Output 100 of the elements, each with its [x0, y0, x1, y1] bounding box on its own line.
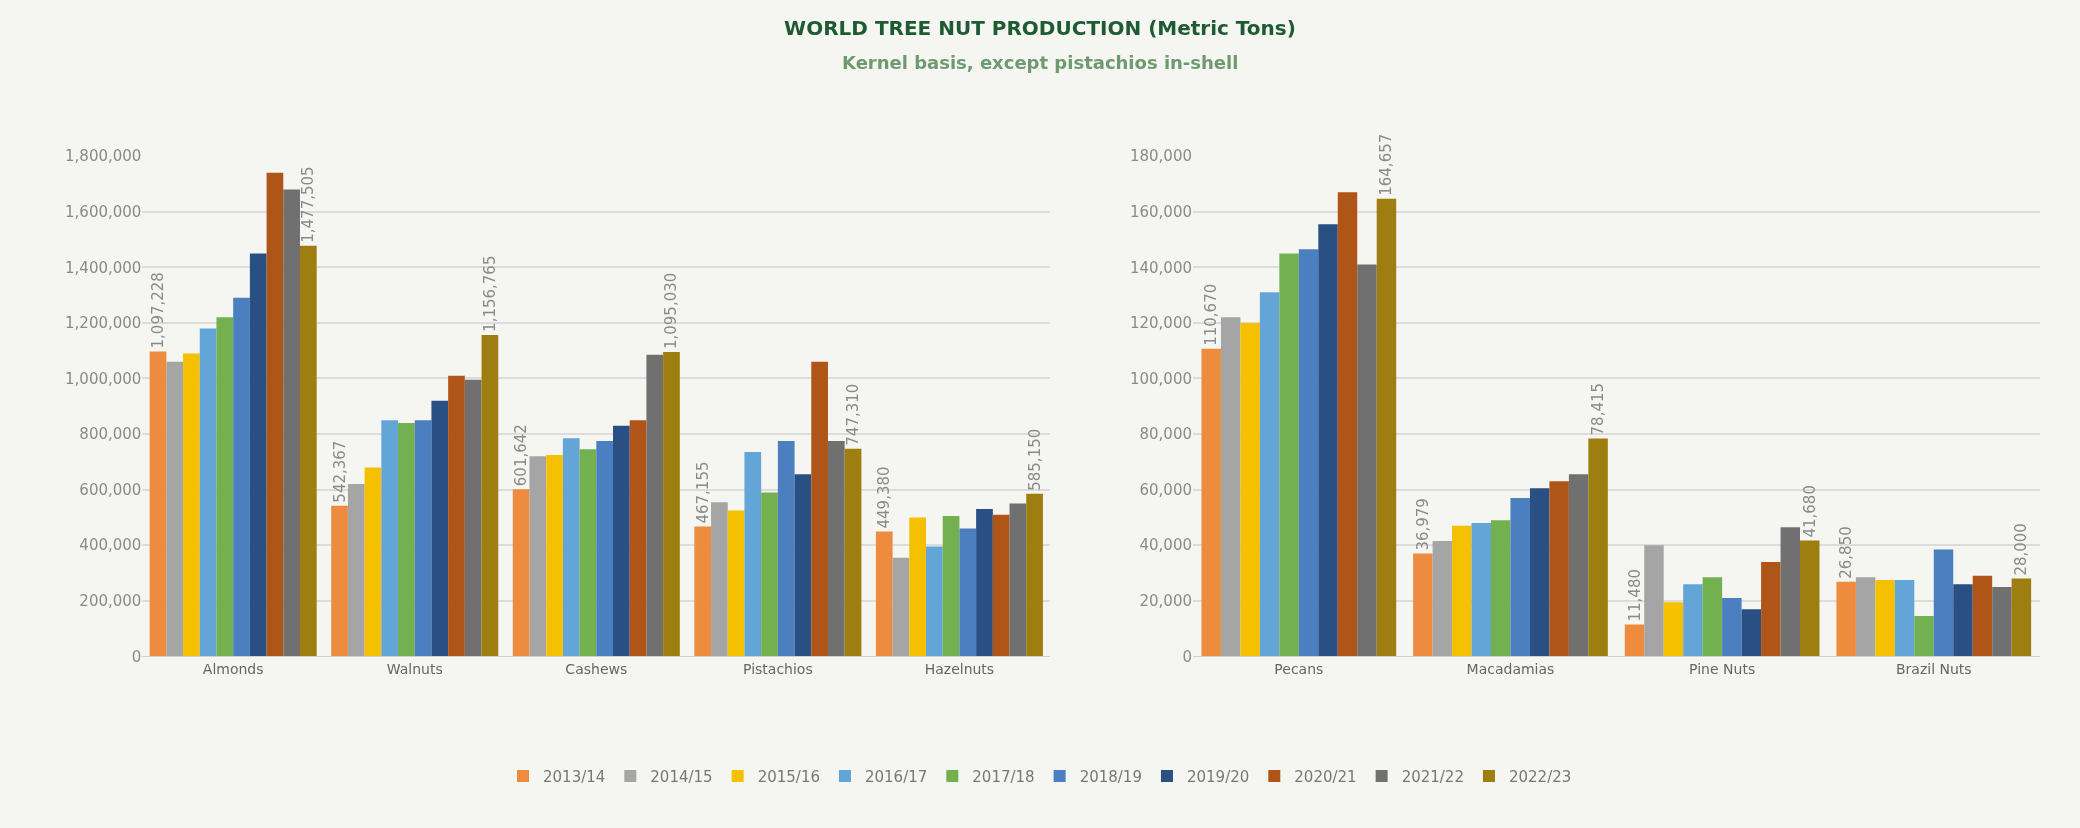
bar: [875, 531, 893, 657]
data-label: 449,380: [875, 466, 894, 529]
bar: [1702, 577, 1723, 657]
data-label: 747,310: [844, 383, 863, 446]
bar: [1357, 264, 1377, 657]
bar: [579, 449, 597, 657]
bar: [249, 253, 267, 657]
legend-label: 2022/23: [1508, 767, 1572, 786]
legend-label: 2020/21: [1294, 767, 1357, 786]
y-tick-label: 1,400,000: [65, 258, 142, 277]
bar: [562, 438, 580, 657]
bar: [398, 422, 415, 657]
bar: [464, 379, 482, 657]
bar: [1836, 581, 1856, 657]
bar: [1337, 192, 1358, 657]
bar: [1220, 317, 1241, 657]
x-tick-label: Pine Nuts: [1689, 661, 1756, 678]
x-tick-label: Walnuts: [386, 661, 443, 678]
x-tick-label: Pistachios: [743, 661, 813, 678]
y-tick-label: 100,000: [1129, 369, 1192, 388]
bar: [1644, 545, 1664, 657]
bar: [1800, 540, 1820, 657]
y-tick-label: 1,600,000: [65, 202, 142, 221]
bar: [663, 352, 680, 657]
bar: [546, 454, 563, 657]
data-label: 601,642: [512, 424, 531, 487]
bar: [1009, 503, 1027, 657]
bar: [1549, 481, 1569, 657]
bar: [1259, 292, 1280, 657]
bar: [959, 528, 977, 657]
data-label: 1,477,505: [299, 166, 318, 243]
bar: [233, 297, 250, 657]
bar: [1722, 598, 1742, 657]
bar: [1432, 541, 1453, 657]
y-tick-label: 80,000: [1139, 425, 1192, 444]
y-tick-label: 0: [1182, 647, 1192, 666]
data-label: 110,670: [1202, 283, 1221, 346]
data-label: 1,097,228: [149, 272, 168, 349]
bar: [1298, 249, 1319, 657]
bar: [744, 452, 762, 657]
bar: [1318, 224, 1338, 657]
bar: [299, 245, 317, 657]
bar: [1376, 198, 1397, 657]
bar: [266, 172, 284, 657]
bar: [481, 334, 499, 657]
data-label: 542,367: [330, 440, 349, 503]
bar: [892, 557, 910, 657]
y-tick-label: 400,000: [79, 536, 142, 555]
bar: [1683, 584, 1703, 657]
bar: [1413, 553, 1433, 657]
bar: [529, 456, 547, 657]
bar: [448, 375, 465, 657]
bar: [1201, 348, 1221, 657]
bar: [283, 189, 300, 657]
data-label: 28,000: [2012, 523, 2031, 576]
y-tick-label: 60,000: [1139, 480, 1192, 499]
bar: [1568, 474, 1589, 657]
y-tick-label: 160,000: [1129, 202, 1192, 221]
bar: [1529, 488, 1550, 657]
x-tick-label: Brazil Nuts: [1895, 661, 1972, 678]
bar: [1914, 616, 1934, 657]
bar: [1026, 493, 1043, 657]
x-tick-label: Pecans: [1274, 661, 1324, 678]
bar: [1240, 322, 1260, 657]
legend-label: 2014/15: [650, 767, 713, 786]
bar: [1510, 497, 1530, 657]
data-label: 78,415: [1589, 382, 1608, 436]
bar: [1761, 561, 1781, 657]
bar: [431, 400, 449, 657]
bar: [646, 354, 664, 657]
chart-subtitle: Kernel basis, except pistachios in-shell: [842, 52, 1239, 73]
bar: [811, 361, 828, 657]
y-tick-label: 140,000: [1129, 258, 1192, 277]
legend-label: 2019/20: [1186, 767, 1250, 786]
bar: [1471, 522, 1491, 657]
data-label: 36,979: [1413, 498, 1432, 551]
bar: [694, 526, 712, 657]
bar: [1933, 549, 1954, 657]
bar: [183, 353, 200, 657]
bar: [216, 317, 234, 657]
bar: [827, 441, 845, 657]
bar: [777, 441, 795, 657]
legend-label: 2018/19: [1079, 767, 1142, 786]
y-tick-label: 800,000: [79, 425, 142, 444]
bar: [512, 489, 530, 657]
bar: [794, 474, 812, 657]
bar: [199, 328, 217, 657]
data-label: 164,657: [1377, 133, 1396, 196]
legend-label: 2021/22: [1401, 767, 1464, 786]
x-tick-label: Hazelnuts: [924, 661, 995, 678]
bar: [1972, 575, 1993, 657]
y-tick-label: 600,000: [79, 480, 142, 499]
legend-label: 2017/18: [972, 767, 1035, 786]
bar: [331, 505, 348, 657]
bar: [727, 510, 745, 657]
y-tick-label: 200,000: [79, 592, 142, 611]
bar: [2011, 578, 2032, 657]
legend-label: 2016/17: [864, 767, 928, 786]
bar: [844, 448, 862, 657]
bar: [596, 441, 613, 657]
